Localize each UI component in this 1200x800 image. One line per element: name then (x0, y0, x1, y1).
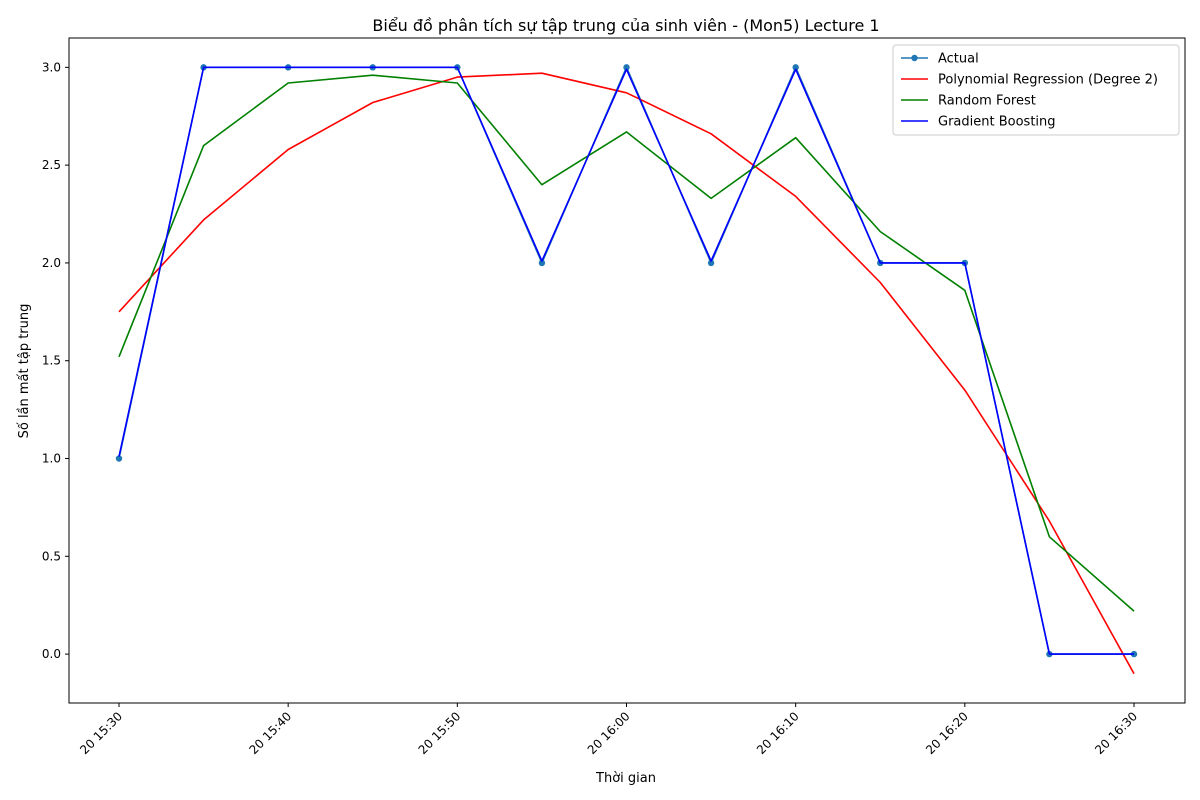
y-tick-label: 0.0 (42, 647, 61, 661)
legend-box (892, 44, 1180, 136)
legend: Actual Polynomial Regression (Degree 2) Ra… (892, 44, 1180, 136)
data-point (707, 259, 715, 267)
y-tick-label: 1.5 (42, 354, 61, 368)
series-line-3 (118, 66, 1134, 655)
y-tick-label: 0.5 (42, 549, 61, 563)
data-point (115, 455, 123, 462)
data-point (623, 64, 630, 71)
x-axis-label: Thời gian (595, 771, 656, 786)
legend-entry: Actual (938, 52, 979, 67)
y-tick-label: 3.0 (42, 60, 61, 74)
legend-marker (911, 54, 918, 62)
data-point (792, 64, 799, 71)
series-line-2 (118, 74, 1135, 612)
data-point (538, 259, 546, 267)
legend-entry: Gradient Boosting (938, 115, 1056, 130)
chart-title: Biểu đồ phân tích sự tập trung của sinh … (372, 16, 879, 35)
legend-entry: Random Forest (938, 94, 1036, 109)
y-axis-label: Số lần mất tập trung (17, 304, 32, 439)
y-tick-label: 1.0 (42, 452, 61, 466)
y-tick-label: 2.0 (42, 256, 61, 270)
y-tick-label: 2.5 (42, 158, 61, 172)
series-line-1 (118, 72, 1135, 675)
legend-entry: Polynomial Regression (Degree 2) (938, 73, 1158, 88)
